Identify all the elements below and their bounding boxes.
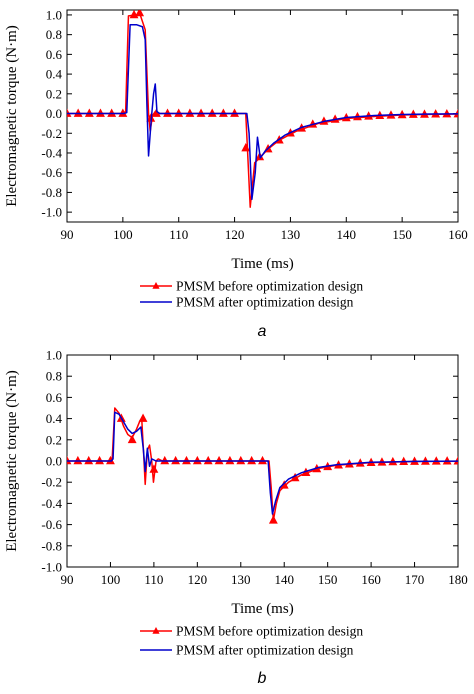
y-tick-label: 0.8 bbox=[46, 27, 62, 42]
y-tick-label: 0.8 bbox=[46, 369, 62, 384]
legend-label: PMSM after optimization design bbox=[176, 295, 354, 310]
x-tick-label: 130 bbox=[281, 227, 301, 242]
x-tick-label: 110 bbox=[169, 227, 188, 242]
y-tick-label: -0.2 bbox=[41, 475, 62, 490]
y-tick-label: -0.4 bbox=[41, 496, 62, 511]
legend-label: PMSM after optimization design bbox=[176, 643, 354, 658]
legend-label: PMSM before optimization design bbox=[176, 279, 363, 294]
data-marker bbox=[268, 515, 278, 524]
y-tick-label: 0.6 bbox=[46, 390, 63, 405]
y-tick-label: -0.4 bbox=[41, 145, 62, 160]
subfigure-label: b bbox=[258, 670, 267, 687]
series-line bbox=[67, 24, 458, 201]
legend-marker bbox=[152, 282, 160, 289]
y-tick-label: 0.0 bbox=[46, 106, 62, 121]
x-tick-label: 150 bbox=[392, 227, 412, 242]
legend-entry: PMSM before optimization design bbox=[140, 279, 363, 294]
y-tick-label: -0.8 bbox=[41, 538, 62, 553]
x-tick-label: 100 bbox=[101, 572, 121, 587]
y-tick-label: -0.2 bbox=[41, 126, 62, 141]
x-tick-label: 110 bbox=[144, 572, 163, 587]
x-tick-label: 180 bbox=[448, 572, 468, 587]
y-tick-label: 0.2 bbox=[46, 432, 62, 447]
series-before bbox=[67, 10, 458, 208]
legend-entry: PMSM after optimization design bbox=[140, 643, 354, 658]
x-tick-label: 150 bbox=[318, 572, 338, 587]
chart-b: 90 100 110 120 130 140 150 160 170 180 -1.0 -0.8 -0.… bbox=[4, 348, 468, 688]
y-tick-label: 0.0 bbox=[46, 454, 62, 469]
series-after bbox=[67, 411, 458, 515]
x-axis-label: Time (ms) bbox=[231, 601, 293, 617]
series-line bbox=[67, 411, 458, 515]
y-tick-label: 0.4 bbox=[46, 411, 63, 426]
y-tick-label: 1.0 bbox=[46, 7, 62, 22]
data-marker bbox=[135, 10, 145, 17]
y-axis-label: Electromagnetic torque (N·m) bbox=[4, 25, 20, 207]
x-tick-label: 120 bbox=[188, 572, 208, 587]
legend-entry: PMSM before optimization design bbox=[140, 624, 363, 639]
y-tick-label: -0.8 bbox=[41, 185, 62, 200]
series-before bbox=[67, 407, 458, 524]
y-tick-label: -0.6 bbox=[41, 517, 62, 532]
y-tick-label: 0.6 bbox=[46, 47, 63, 62]
x-tick-label: 130 bbox=[231, 572, 251, 587]
x-tick-label: 170 bbox=[405, 572, 425, 587]
x-axis-label: Time (ms) bbox=[231, 256, 293, 272]
x-tick-label: 140 bbox=[337, 227, 357, 242]
x-tick-label: 160 bbox=[361, 572, 381, 587]
y-axis-label: Electromagnetic torque (N·m) bbox=[4, 370, 20, 552]
x-tick-label: 140 bbox=[274, 572, 294, 587]
data-marker bbox=[127, 434, 137, 444]
y-tick-label: -1.0 bbox=[41, 205, 62, 220]
series-after bbox=[67, 24, 458, 201]
x-tick-label: 160 bbox=[448, 227, 468, 242]
series-line bbox=[67, 12, 458, 208]
data-marker bbox=[138, 413, 148, 422]
legend-label: PMSM before optimization design bbox=[176, 624, 363, 639]
x-tick-label: 120 bbox=[225, 227, 245, 242]
y-tick-label: 1.0 bbox=[46, 348, 62, 363]
chart-a: 90 100 110 120 130 140 150 160 -1.0 -0.8 -0.6 -0.4 -… bbox=[4, 7, 468, 340]
y-tick-label: 0.4 bbox=[46, 67, 63, 82]
x-tick-label: 90 bbox=[61, 227, 74, 242]
subfigure-label: a bbox=[258, 323, 267, 340]
data-marker bbox=[149, 464, 159, 473]
y-tick-label: 0.2 bbox=[46, 86, 62, 101]
x-tick-label: 100 bbox=[113, 227, 133, 242]
y-tick-label: -0.6 bbox=[41, 165, 62, 180]
legend-entry: PMSM after optimization design bbox=[140, 295, 354, 310]
data-marker bbox=[241, 142, 251, 152]
y-tick-label: -1.0 bbox=[41, 560, 62, 575]
x-tick-label: 90 bbox=[61, 572, 74, 587]
legend-marker bbox=[152, 627, 160, 634]
